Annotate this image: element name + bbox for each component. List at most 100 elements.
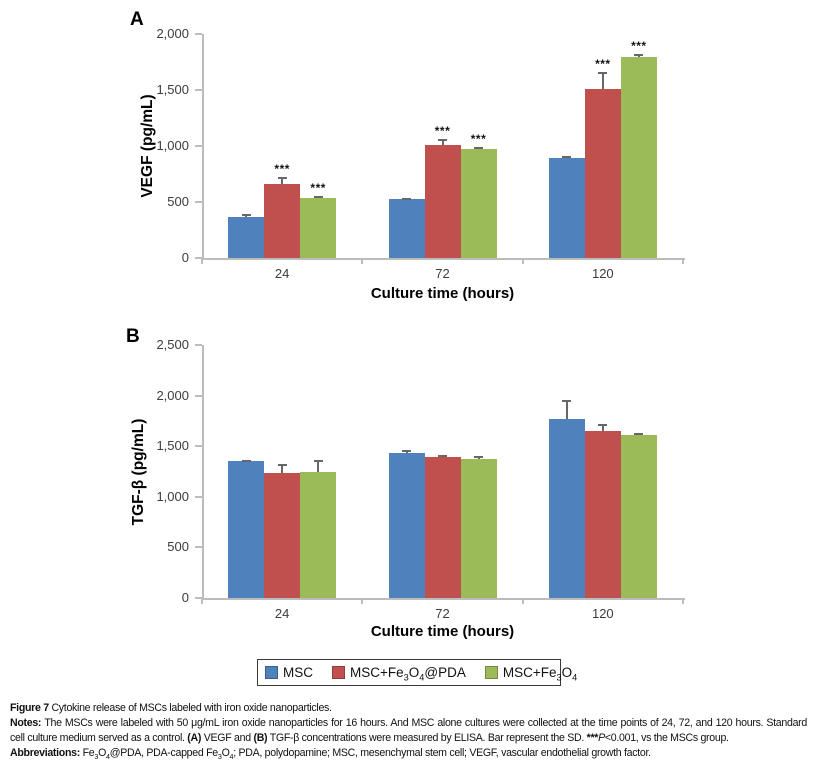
error-bar — [438, 454, 447, 457]
error-bar — [438, 138, 447, 146]
text-segment: 4 — [106, 752, 110, 762]
bar-slot-MSC-24 — [228, 345, 265, 598]
bar-MSC+Fe3O4@PDA — [584, 88, 621, 258]
text-segment: Notes: — [10, 717, 45, 729]
bar-slot-MSC+Fe3O4@PDA-24 — [264, 345, 301, 598]
x-category-label: 120 — [591, 266, 614, 281]
bar-MSC — [228, 216, 265, 258]
text-segment: P — [598, 732, 605, 744]
caption-abbreviations: Abbreviations: Fe3O4@PDA, PDA-capped Fe3… — [10, 746, 807, 761]
text-segment: 4 — [419, 672, 425, 683]
bar-slot-MSC+Fe3O4-120 — [620, 345, 657, 598]
bar-slot-MSC-72 — [388, 34, 425, 258]
text-segment: 3 — [556, 672, 562, 683]
bar-slot-MSC+Fe3O4@PDA-72 — [424, 345, 461, 598]
caption-notes: Notes: The MSCs were labeled with 50 μg/… — [10, 716, 807, 746]
error-bar — [474, 147, 483, 151]
y-tick-mark — [195, 201, 202, 203]
text-segment: *** — [586, 732, 599, 744]
x-tick-mark — [201, 258, 203, 264]
significance-marker: *** — [595, 57, 611, 72]
error-bar — [402, 450, 411, 453]
error-bar — [277, 177, 287, 185]
x-category-label: 24 — [274, 266, 290, 281]
text-segment: Fe — [82, 747, 95, 759]
text-segment: MSC+Fe — [350, 665, 404, 680]
y-tick-label: 0 — [181, 250, 189, 265]
y-tick-label: 1,000 — [156, 138, 189, 153]
bar-slot-MSC+Fe3O4-72: *** — [460, 34, 497, 258]
y-tick-label: 500 — [167, 539, 189, 555]
text-segment: 3 — [94, 752, 99, 762]
y-tick-mark — [195, 344, 202, 346]
y-tick-mark — [195, 145, 202, 147]
text-segment: 3 — [217, 752, 222, 762]
bar-MSC+Fe3O4@PDA — [264, 473, 301, 598]
x-tick-mark — [361, 258, 364, 264]
caption-figure-title-line: Figure 7 Cytokine release of MSCs labele… — [10, 701, 807, 716]
x-tick-mark — [201, 598, 203, 604]
significance-marker: *** — [310, 180, 326, 195]
text-segment: The MSCs were labeled with 50 μg/mL iron… — [10, 717, 807, 744]
x-tick-mark — [682, 598, 684, 604]
text-segment: <0.001, vs the MSCs group. — [604, 732, 729, 744]
error-bar — [402, 197, 411, 200]
legend-swatch-MSC+Fe3O4 — [484, 666, 498, 679]
y-tick-label: 0 — [181, 590, 189, 605]
error-bar — [313, 195, 323, 198]
bar-MSC — [548, 418, 585, 598]
y-axis-title: VEGF (pg/mL) — [139, 94, 156, 198]
legend-label-MSC+Fe3O4: MSC+Fe3O4 — [502, 665, 578, 683]
x-category-label: 72 — [435, 266, 450, 281]
y-tick-label: 2,000 — [156, 387, 189, 403]
error-bar — [634, 432, 644, 436]
text-segment: MSC — [283, 665, 313, 680]
y-tick-mark — [195, 89, 202, 91]
plot-area — [202, 345, 685, 600]
text-segment: (B) — [253, 732, 268, 744]
y-tick-mark — [195, 445, 202, 448]
x-tick-mark — [682, 258, 684, 264]
text-segment: Figure 7 — [10, 702, 52, 714]
x-tick-mark — [521, 598, 524, 604]
bar-MSC+Fe3O4@PDA — [584, 430, 621, 598]
plot-area — [202, 34, 685, 260]
bar-slot-MSC+Fe3O4-120: *** — [620, 34, 657, 258]
error-bar — [241, 460, 251, 463]
legend-item-MSC+Fe3O4: MSC+Fe3O4 — [484, 665, 578, 683]
y-axis-title: TGF-β (pg/mL) — [130, 418, 147, 525]
legend-label-MSC+Fe3O4@PDA: MSC+Fe3O4@PDA — [350, 665, 466, 683]
text-segment: TGF-β concentrations were measured by EL… — [267, 732, 587, 744]
y-tick-mark — [195, 33, 202, 35]
x-category-label: 72 — [435, 606, 450, 621]
bar-MSC — [548, 157, 585, 258]
text-segment: @PDA — [424, 665, 466, 680]
bar-MSC — [228, 461, 265, 598]
y-tick-mark — [195, 495, 202, 498]
figure-caption: Figure 7 Cytokine release of MSCs labele… — [10, 701, 807, 761]
legend-swatch-MSC — [265, 666, 278, 679]
y-tick-label: 500 — [167, 194, 189, 209]
text-segment: O — [98, 747, 107, 759]
y-tick-mark — [195, 257, 202, 259]
legend-item-MSC: MSC — [265, 665, 313, 680]
panel-label-a: A — [130, 9, 144, 30]
bar-slot-MSC+Fe3O4@PDA-120 — [584, 345, 621, 598]
x-tick-mark — [521, 258, 524, 264]
bar-slot-MSC-72 — [388, 345, 425, 598]
error-bar — [562, 156, 572, 160]
legend-swatch-MSC+Fe3O4@PDA — [332, 666, 345, 679]
error-bar — [598, 72, 608, 89]
bar-slot-MSC+Fe3O4@PDA-24: *** — [264, 34, 301, 258]
bar-slot-MSC-120 — [548, 34, 585, 258]
panel-label-b: B — [126, 326, 140, 347]
text-segment: MSC+Fe — [502, 665, 557, 680]
x-tick-mark — [361, 598, 364, 604]
text-segment: @PDA, PDA-capped Fe — [109, 747, 218, 759]
significance-marker: *** — [434, 123, 451, 138]
y-tick-mark — [195, 546, 202, 549]
text-segment: 4 — [572, 672, 578, 683]
bar-MSC — [388, 452, 425, 598]
